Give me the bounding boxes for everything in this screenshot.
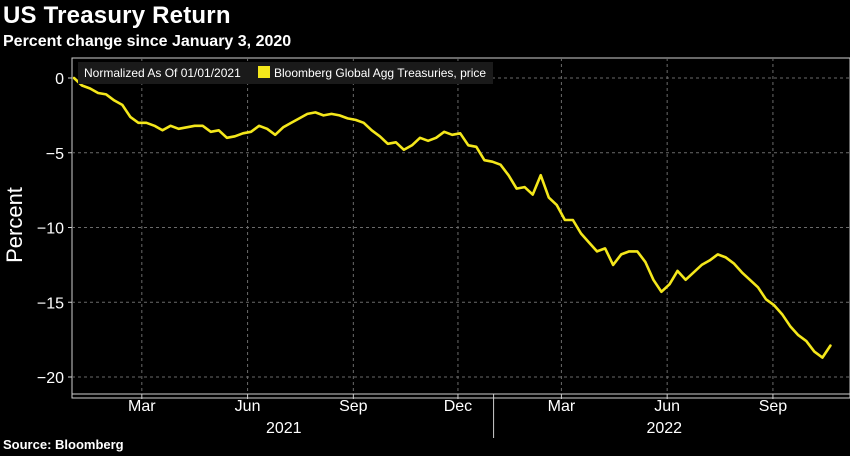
legend-swatch (258, 66, 270, 78)
x-tick-label: Jun (654, 398, 680, 415)
chart-subtitle: Percent change since January 3, 2020 (3, 33, 292, 50)
year-labels: 2021 2022 (266, 394, 682, 438)
y-tick-label: −10 (37, 221, 64, 238)
y-tick-label: −5 (46, 146, 64, 163)
x-tick-label: Mar (548, 398, 576, 415)
y-tick-label: −20 (37, 370, 64, 387)
legend: Normalized As Of 01/01/2021 Bloomberg Gl… (78, 62, 493, 84)
year-label: 2021 (266, 420, 302, 437)
source-note: Source: Bloomberg (3, 437, 124, 452)
chart-title: US Treasury Return (3, 2, 231, 29)
gridlines (72, 58, 850, 394)
x-tick-label: Mar (128, 398, 156, 415)
legend-series-label: Bloomberg Global Agg Treasuries, price (274, 66, 486, 80)
x-tick-label: Dec (444, 398, 472, 415)
series-layer (72, 76, 832, 359)
x-tick-label: Jun (235, 398, 261, 415)
x-tick-label: Sep (759, 398, 788, 415)
y-tick-label: 0 (55, 71, 64, 88)
y-axis-label: Percent (2, 187, 27, 263)
y-tick-label: −15 (37, 295, 64, 312)
x-tick-label: Sep (339, 398, 368, 415)
legend-background (78, 62, 493, 84)
y-axis-ticks: 0 −5 −10 −15 −20 (37, 71, 72, 387)
legend-note: Normalized As Of 01/01/2021 (84, 66, 241, 80)
x-axis-ticks: Mar Jun Sep Dec Mar Jun Sep (72, 393, 850, 415)
year-label: 2022 (646, 420, 682, 437)
